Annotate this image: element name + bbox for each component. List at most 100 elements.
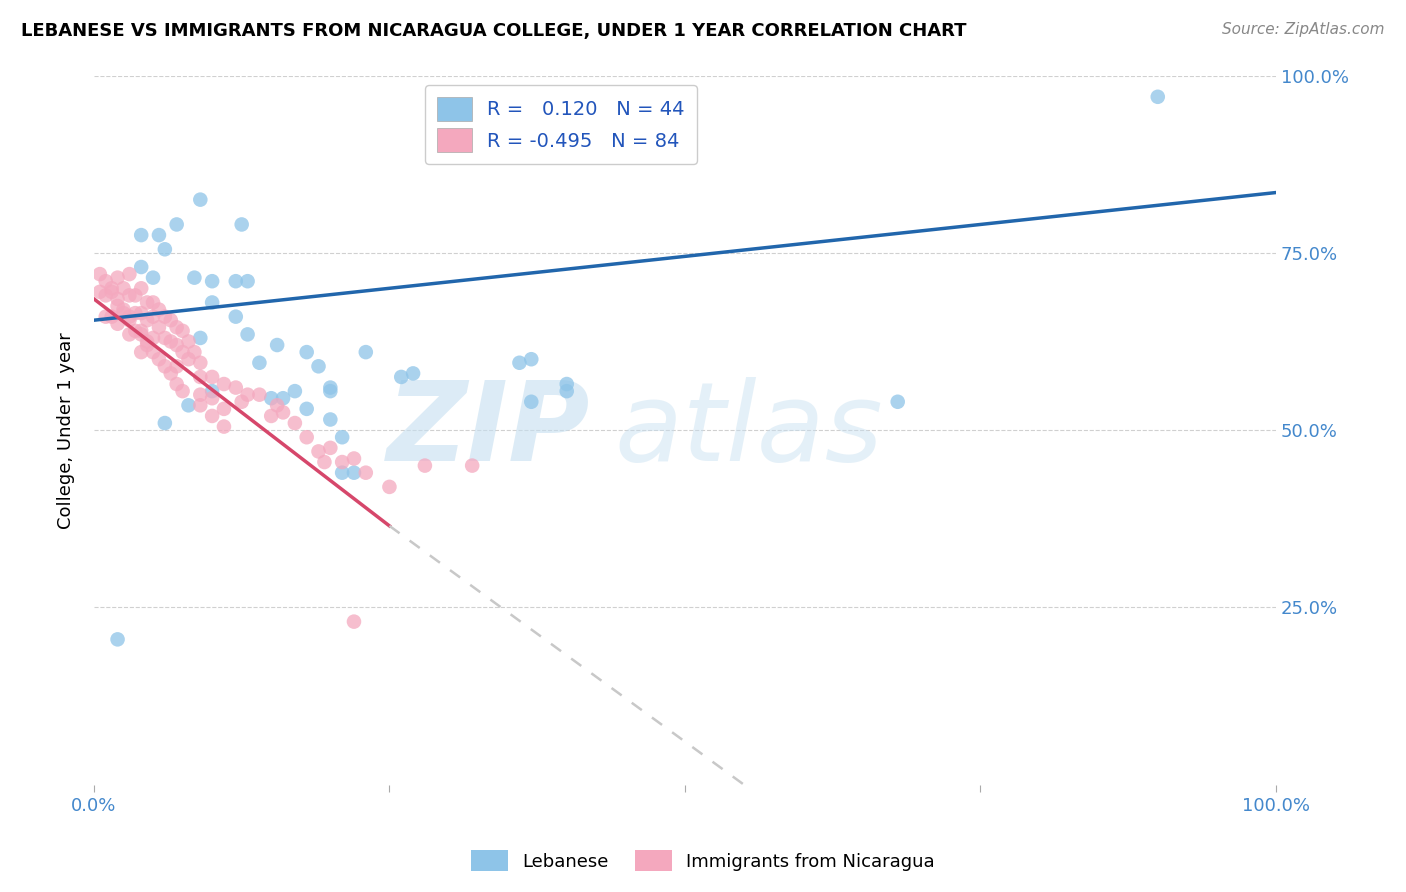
Point bbox=[136, 334, 159, 349]
Point bbox=[520, 394, 543, 409]
Point bbox=[124, 324, 146, 338]
Point bbox=[118, 313, 141, 327]
Point bbox=[284, 384, 307, 398]
Point bbox=[188, 387, 211, 401]
Point bbox=[89, 285, 111, 299]
Point bbox=[236, 387, 259, 401]
Point bbox=[172, 345, 194, 359]
Point bbox=[225, 381, 247, 395]
Point bbox=[188, 398, 211, 412]
Point bbox=[107, 299, 129, 313]
Point bbox=[188, 356, 211, 370]
Point bbox=[136, 295, 159, 310]
Legend: R =   0.120   N = 44, R = -0.495   N = 84: R = 0.120 N = 44, R = -0.495 N = 84 bbox=[425, 86, 696, 164]
Point bbox=[112, 306, 135, 320]
Legend: Lebanese, Immigrants from Nicaragua: Lebanese, Immigrants from Nicaragua bbox=[464, 843, 942, 879]
Point bbox=[249, 387, 271, 401]
Point bbox=[166, 377, 188, 392]
Point bbox=[129, 327, 152, 342]
Text: Source: ZipAtlas.com: Source: ZipAtlas.com bbox=[1222, 22, 1385, 37]
Point bbox=[166, 218, 188, 232]
Point bbox=[231, 218, 253, 232]
Point bbox=[508, 356, 530, 370]
Point bbox=[129, 345, 152, 359]
Point bbox=[118, 267, 141, 281]
Point bbox=[330, 455, 353, 469]
Point bbox=[225, 274, 247, 288]
Point bbox=[148, 352, 170, 367]
Point bbox=[188, 193, 211, 207]
Point bbox=[100, 310, 122, 324]
Point bbox=[159, 334, 181, 349]
Point bbox=[112, 281, 135, 295]
Point bbox=[89, 267, 111, 281]
Point bbox=[343, 451, 366, 466]
Point bbox=[319, 412, 342, 426]
Text: atlas: atlas bbox=[614, 376, 883, 483]
Point bbox=[159, 313, 181, 327]
Point bbox=[107, 317, 129, 331]
Point bbox=[319, 381, 342, 395]
Point bbox=[142, 295, 165, 310]
Point bbox=[201, 384, 224, 398]
Point bbox=[319, 441, 342, 455]
Point bbox=[308, 359, 330, 374]
Point bbox=[343, 615, 366, 629]
Point bbox=[1146, 90, 1168, 104]
Y-axis label: College, Under 1 year: College, Under 1 year bbox=[58, 332, 75, 529]
Point bbox=[260, 391, 283, 405]
Point bbox=[520, 352, 543, 367]
Point bbox=[100, 281, 122, 295]
Point bbox=[118, 310, 141, 324]
Point bbox=[142, 270, 165, 285]
Point bbox=[107, 270, 129, 285]
Point bbox=[94, 288, 117, 302]
Point bbox=[142, 310, 165, 324]
Point bbox=[343, 466, 366, 480]
Point bbox=[136, 338, 159, 352]
Point bbox=[225, 310, 247, 324]
Point bbox=[153, 359, 176, 374]
Point bbox=[112, 302, 135, 317]
Point bbox=[118, 288, 141, 302]
Point bbox=[319, 384, 342, 398]
Point bbox=[378, 480, 401, 494]
Point bbox=[166, 338, 188, 352]
Point bbox=[177, 352, 200, 367]
Point bbox=[153, 310, 176, 324]
Point bbox=[201, 391, 224, 405]
Point bbox=[389, 370, 412, 384]
Point bbox=[295, 430, 318, 444]
Point bbox=[249, 356, 271, 370]
Point bbox=[148, 320, 170, 334]
Point bbox=[142, 331, 165, 345]
Point bbox=[129, 260, 152, 274]
Point bbox=[129, 324, 152, 338]
Point bbox=[461, 458, 484, 473]
Point bbox=[129, 306, 152, 320]
Point bbox=[148, 228, 170, 243]
Point bbox=[271, 405, 294, 419]
Point bbox=[295, 345, 318, 359]
Point bbox=[177, 334, 200, 349]
Point bbox=[330, 430, 353, 444]
Point bbox=[413, 458, 436, 473]
Point bbox=[201, 295, 224, 310]
Point bbox=[188, 331, 211, 345]
Point bbox=[107, 292, 129, 306]
Point bbox=[100, 285, 122, 299]
Point bbox=[142, 345, 165, 359]
Point bbox=[153, 331, 176, 345]
Point bbox=[314, 455, 336, 469]
Text: LEBANESE VS IMMIGRANTS FROM NICARAGUA COLLEGE, UNDER 1 YEAR CORRELATION CHART: LEBANESE VS IMMIGRANTS FROM NICARAGUA CO… bbox=[21, 22, 966, 40]
Point bbox=[94, 274, 117, 288]
Point bbox=[166, 359, 188, 374]
Point bbox=[231, 394, 253, 409]
Point bbox=[212, 401, 235, 416]
Point bbox=[212, 419, 235, 434]
Point bbox=[260, 409, 283, 423]
Point bbox=[284, 416, 307, 430]
Point bbox=[555, 377, 578, 392]
Point bbox=[330, 466, 353, 480]
Point bbox=[159, 367, 181, 381]
